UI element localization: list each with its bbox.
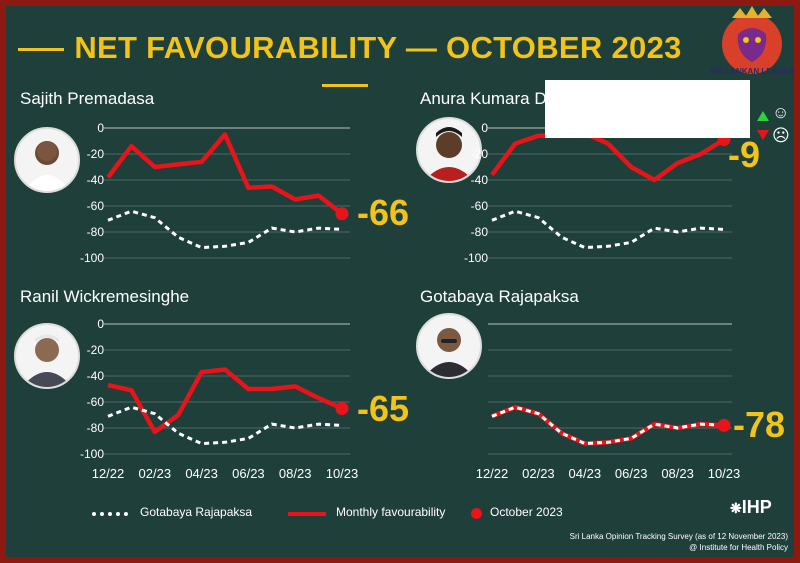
y-tick-label: -20 [471, 147, 489, 161]
y-tick-label: -60 [87, 395, 105, 409]
series-line-monthly [107, 367, 343, 435]
data-point-october [717, 418, 731, 432]
overlay-box [545, 80, 750, 138]
y-tick-label: 0 [97, 317, 104, 331]
x-tick-label: 10/23 [326, 466, 359, 481]
y-tick-label: -40 [471, 173, 489, 187]
data-point-october [335, 402, 349, 415]
y-tick-label: -20 [87, 343, 105, 357]
watermark-text: SRI LANKAN LEADER [710, 67, 794, 76]
title-rule-right [322, 84, 368, 88]
series-line-gotabaya [107, 405, 343, 446]
avatar-anura [416, 117, 482, 183]
smile-icon: ☺ [772, 103, 790, 122]
y-tick-label: -100 [80, 447, 104, 461]
legend-gotabaya-label: Gotabaya Rajapaksa [140, 505, 253, 519]
ihp-mark-icon: ❋ [730, 500, 742, 516]
series-line-monthly [106, 132, 344, 216]
y-tick-label: -20 [87, 147, 105, 161]
series-line-gotabaya [107, 209, 343, 250]
end-value-label: -66 [357, 192, 409, 233]
y-tick-label: -40 [87, 369, 105, 383]
x-tick-label: 08/23 [279, 466, 312, 481]
legend-gotabaya-swatch [92, 512, 128, 516]
end-value-label: -65 [357, 388, 409, 429]
x-tick-label: 06/23 [232, 466, 265, 481]
x-tick-label: 02/23 [139, 466, 172, 481]
y-tick-label: -80 [87, 421, 105, 435]
title-text: NET FAVOURABILITY — OCTOBER 2023 [74, 30, 682, 65]
data-point-october [335, 207, 349, 221]
source-line-2: @ Institute for Health Policy [689, 543, 788, 552]
frown-icon: ☹ [772, 126, 790, 145]
legend-monthly-label: Monthly favourability [336, 505, 446, 519]
panel-name-ranil: Ranil Wickremesinghe [20, 287, 190, 306]
ihp-logo-text: IHP [741, 497, 772, 517]
down-triangle-icon [757, 130, 769, 140]
y-tick-label: 0 [97, 121, 104, 135]
page-title: NET FAVOURABILITY — OCTOBER 2023 [0, 30, 690, 102]
x-tick-label: 12/22 [476, 466, 509, 481]
legend-october-label: October 2023 [490, 505, 563, 519]
up-triangle-icon [757, 111, 769, 121]
x-tick-label: 10/23 [708, 466, 741, 481]
x-tick-label: 06/23 [615, 466, 648, 481]
avatar-sajith [14, 127, 80, 193]
end-value-label: -78 [733, 404, 785, 445]
series-line-monthly [491, 404, 725, 446]
source-line-1: Sri Lanka Opinion Tracking Survey (as of… [569, 532, 788, 541]
title-rule-left [18, 48, 65, 52]
y-tick-label: -100 [464, 251, 488, 265]
ihp-logo: ❋IHP [730, 497, 772, 518]
series-line-gotabaya [491, 405, 725, 446]
x-tick-label: 04/23 [185, 466, 218, 481]
legend-october-swatch [471, 508, 482, 519]
x-tick-label: 08/23 [661, 466, 694, 481]
x-tick-label: 02/23 [522, 466, 555, 481]
panel-name-sajith: Sajith Premadasa [20, 89, 155, 108]
y-tick-label: -40 [87, 173, 105, 187]
y-tick-label: -100 [80, 251, 104, 265]
watermark-logo: SRI LANKAN LEADER [710, 4, 794, 80]
legend-monthly-swatch [288, 512, 326, 516]
avatar-gotabaya [416, 313, 482, 379]
y-tick-label: 0 [481, 121, 488, 135]
panel-name-gotabaya: Gotabaya Rajapaksa [420, 287, 579, 306]
x-tick-label: 12/22 [92, 466, 125, 481]
x-tick-label: 04/23 [569, 466, 602, 481]
series-line-monthly [490, 130, 726, 183]
avatar-ranil [14, 323, 80, 389]
y-tick-label: -80 [87, 225, 105, 239]
y-tick-label: -60 [87, 199, 105, 213]
y-tick-label: -60 [471, 199, 489, 213]
series-line-gotabaya [491, 209, 725, 250]
end-value-label: -9 [728, 134, 760, 175]
y-tick-label: -80 [471, 225, 489, 239]
